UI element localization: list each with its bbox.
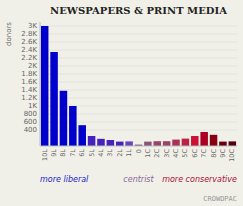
x-tick-label: 4L	[97, 149, 105, 157]
y-tick-label: 2.8K	[21, 30, 37, 38]
bar	[50, 52, 58, 146]
bar	[200, 132, 208, 146]
y-tick-label: 2.4K	[21, 46, 37, 54]
grid-line	[40, 66, 237, 67]
x-tick-label: 2C	[153, 149, 161, 158]
y-axis	[40, 22, 41, 146]
y-tick-label: 1.6K	[21, 78, 37, 86]
x-tick-label: 7L	[69, 149, 77, 157]
bar	[144, 142, 152, 146]
x-tick-label: 3L	[106, 149, 114, 157]
x-tick-label: 7C	[200, 149, 208, 158]
y-tick-label: 1.8K	[21, 70, 37, 78]
x-axis	[40, 146, 237, 147]
bar	[116, 142, 124, 146]
bar	[219, 142, 227, 146]
grid-line	[40, 98, 237, 99]
x-ticks: 10L9L8L7L6L5L4L3L2L1L01C2C3C4C5C6C7C8C9C…	[41, 149, 237, 162]
annotation: more conservative	[162, 175, 237, 184]
x-tick-label: 8C	[210, 149, 218, 158]
bar	[88, 136, 96, 146]
x-tick-label: 3C	[163, 149, 171, 158]
x-tick-label: 10C	[228, 149, 236, 162]
annotation: centrist	[123, 175, 154, 184]
annotation: more liberal	[40, 175, 89, 184]
y-ticks: 4006008001K1.2K1.4K1.6K1.8K2K2.2K2.4K2.6…	[21, 22, 37, 134]
bar	[154, 141, 162, 146]
bars	[41, 26, 236, 146]
grid-line	[40, 74, 237, 75]
y-tick-label: 400	[24, 126, 37, 134]
y-axis-label: donors	[5, 22, 13, 46]
x-tick-label: 0	[135, 149, 143, 153]
y-tick-label: 3K	[28, 22, 37, 30]
bar	[229, 141, 237, 146]
bar	[125, 141, 133, 146]
bar	[182, 139, 190, 146]
y-tick-label: 2.2K	[21, 54, 37, 62]
x-tick-label: 5L	[88, 149, 96, 157]
y-tick-label: 1.4K	[21, 86, 37, 94]
grid-line	[40, 42, 237, 43]
grid-line	[40, 34, 237, 35]
x-tick-label: 10L	[41, 149, 49, 161]
x-tick-label: 1L	[125, 149, 133, 157]
credit: CROWDPAC	[203, 195, 237, 203]
y-tick-label: 1.2K	[21, 94, 37, 102]
y-tick-label: 2K	[28, 62, 37, 70]
bar	[172, 140, 180, 146]
bar	[41, 26, 49, 146]
y-tick-label: 1K	[28, 102, 37, 110]
x-tick-label: 4C	[172, 149, 180, 158]
x-tick-label: 9L	[50, 149, 58, 157]
title: NEWSPAPERS & PRINT MEDIA	[50, 5, 227, 16]
bar	[210, 135, 218, 146]
grid-line	[40, 26, 237, 27]
x-tick-label: 1C	[144, 149, 152, 158]
grid-line	[40, 58, 237, 59]
x-tick-label: 2L	[116, 149, 124, 157]
x-tick-label: 6C	[191, 149, 199, 158]
bar	[69, 106, 77, 146]
grid-line	[40, 82, 237, 83]
bar	[78, 125, 86, 146]
bar	[97, 139, 105, 146]
x-tick-label: 9C	[219, 149, 227, 158]
y-tick-label: 600	[24, 118, 37, 126]
bar	[60, 91, 68, 146]
bar	[163, 141, 171, 146]
bar	[107, 140, 115, 146]
x-tick-label: 5C	[181, 149, 189, 158]
y-tick-label: 800	[24, 110, 37, 118]
x-tick-label: 6L	[78, 149, 86, 157]
chart: 4006008001K1.2K1.4K1.6K1.8K2K2.2K2.4K2.6…	[0, 0, 243, 206]
background	[0, 0, 243, 206]
grid-line	[40, 50, 237, 51]
bar	[191, 136, 199, 146]
y-tick-label: 2.6K	[21, 38, 37, 46]
x-tick-label: 8L	[59, 149, 67, 157]
grid-line	[40, 90, 237, 91]
